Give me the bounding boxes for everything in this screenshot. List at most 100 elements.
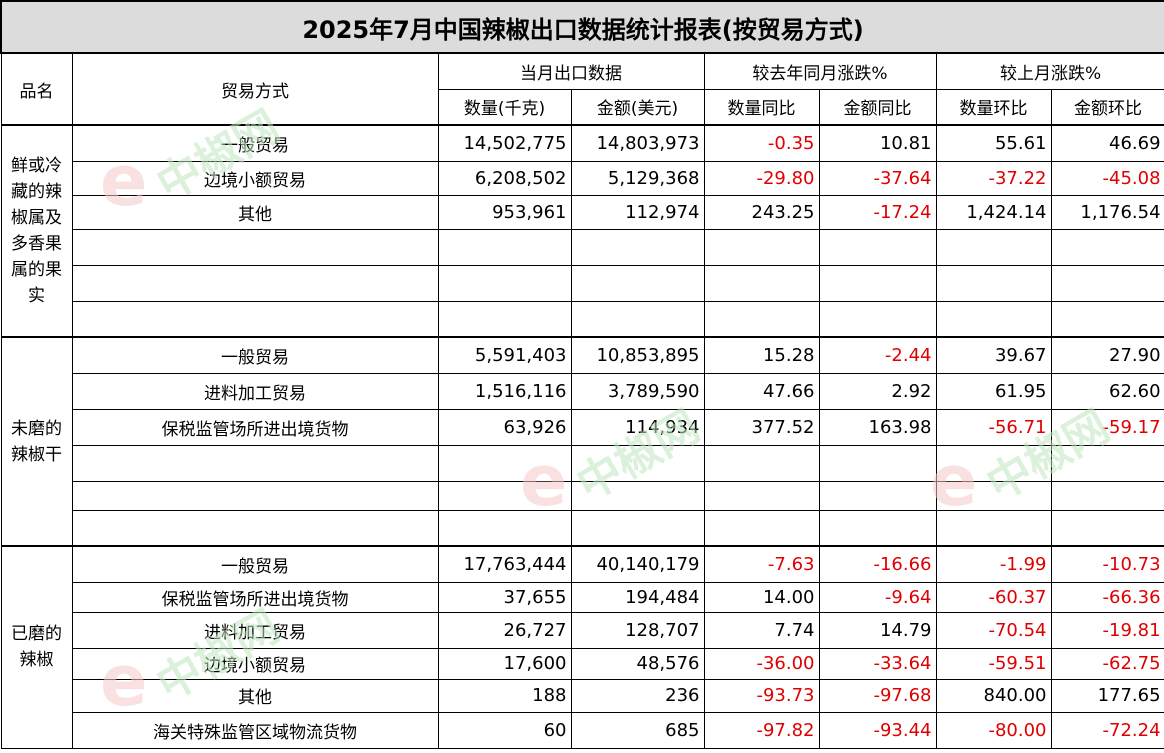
trade-mode-cell: 海关特殊监管区域物流货物 (71, 711, 439, 749)
amt-mom-cell: -19.81 (1050, 611, 1164, 649)
empty-row (1, 264, 1164, 302)
amt-mom-cell: 62.60 (1050, 372, 1164, 410)
amt-mom-cell: -59.17 (1050, 408, 1164, 446)
empty-cell (1050, 228, 1164, 266)
qty-cell: 188 (437, 678, 572, 713)
empty-cell (935, 300, 1052, 338)
empty-cell (703, 480, 820, 511)
qty-cell: 953,961 (437, 194, 572, 230)
amt-yoy-cell: 14.79 (818, 611, 937, 649)
table-row: 其他 953,961 112,974 243.25 -17.24 1,424.14 1,17… (1, 194, 1164, 230)
qty-cell: 6,208,502 (437, 160, 572, 196)
qty-yoy-cell: -29.80 (703, 160, 820, 196)
table-row: 未磨的辣椒干 一般贸易 5,591,403 10,853,895 15.28 -2.44 3… (0, 336, 1164, 547)
empty-cell (71, 264, 439, 302)
empty-cell (1050, 264, 1164, 302)
empty-cell (437, 509, 572, 547)
qty-yoy-cell: -36.00 (703, 647, 820, 680)
empty-cell (703, 264, 820, 302)
trade-mode-cell: 一般贸易 (71, 545, 439, 583)
amt-mom-cell: -62.75 (1050, 647, 1164, 680)
amount-cell: 112,974 (570, 194, 705, 230)
amount-cell: 40,140,179 (570, 545, 705, 583)
trade-mode-cell: 一般贸易 (71, 124, 439, 162)
product-name-cell: 已磨的辣椒 (0, 545, 73, 749)
amount-cell: 194,484 (570, 581, 705, 613)
header-amt-mom: 金额环比 (1050, 88, 1164, 126)
qty-cell: 14,502,775 (437, 124, 572, 162)
qty-cell: 60 (437, 711, 572, 749)
qty-yoy-cell: -0.35 (703, 124, 820, 162)
empty-cell (437, 444, 572, 482)
empty-cell (935, 228, 1052, 266)
empty-cell (71, 444, 439, 482)
table-row: 边境小额贸易 17,600 48,576 -36.00 -33.64 -59.51 -62.… (1, 647, 1164, 680)
qty-yoy-cell: -93.73 (703, 678, 820, 713)
trade-mode-cell: 边境小额贸易 (71, 160, 439, 196)
trade-mode-cell: 保税监管场所进出境货物 (71, 581, 439, 613)
empty-cell (437, 264, 572, 302)
amount-cell: 3,789,590 (570, 372, 705, 410)
amt-yoy-cell: -17.24 (818, 194, 937, 230)
amt-yoy-cell: -93.44 (818, 711, 937, 749)
table-row: 保税监管场所进出境货物 37,655 194,484 14.00 -9.64 -60.37… (1, 581, 1164, 613)
amt-mom-cell: 1,176.54 (1050, 194, 1164, 230)
empty-cell (703, 444, 820, 482)
empty-row (1, 228, 1164, 266)
table-row: 已磨的辣椒 一般贸易 17,763,444 40,140,179 -7.63 -16.66… (0, 545, 1164, 749)
empty-cell (818, 444, 937, 482)
amt-mom-cell: 46.69 (1050, 124, 1164, 162)
amt-yoy-cell: -9.64 (818, 581, 937, 613)
empty-cell (1050, 300, 1164, 338)
qty-cell: 5,591,403 (437, 336, 572, 374)
qty-mom-cell: 1,424.14 (935, 194, 1052, 230)
qty-mom-cell: 61.95 (935, 372, 1052, 410)
header-month-export: 当月出口数据 (437, 52, 705, 90)
qty-yoy-cell: 243.25 (703, 194, 820, 230)
qty-cell: 17,763,444 (437, 545, 572, 583)
empty-cell (437, 480, 572, 511)
amt-yoy-cell: 2.92 (818, 372, 937, 410)
qty-cell: 1,516,116 (437, 372, 572, 410)
amount-cell: 10,853,895 (570, 336, 705, 374)
empty-cell (818, 300, 937, 338)
qty-cell: 37,655 (437, 581, 572, 613)
trade-mode-cell: 其他 (71, 194, 439, 230)
qty-yoy-cell: -97.82 (703, 711, 820, 749)
empty-cell (1050, 444, 1164, 482)
amt-mom-cell: -66.36 (1050, 581, 1164, 613)
empty-cell (570, 300, 705, 338)
qty-cell: 63,926 (437, 408, 572, 446)
amt-mom-cell: -45.08 (1050, 160, 1164, 196)
empty-cell (570, 480, 705, 511)
qty-mom-cell: -1.99 (935, 545, 1052, 583)
empty-cell (703, 300, 820, 338)
qty-yoy-cell: 377.52 (703, 408, 820, 446)
empty-cell (1050, 480, 1164, 511)
qty-mom-cell: -80.00 (935, 711, 1052, 749)
empty-cell (570, 264, 705, 302)
header-qty: 数量(千克) (437, 88, 572, 126)
amount-cell: 5,129,368 (570, 160, 705, 196)
header-qty-yoy: 数量同比 (703, 88, 820, 126)
amount-cell: 48,576 (570, 647, 705, 680)
header-mom: 较上月涨跌% (935, 52, 1164, 90)
header-amount: 金额(美元) (570, 88, 705, 126)
table-row: 其他 188 236 -93.73 -97.68 840.00 177.65 (1, 678, 1164, 713)
qty-yoy-cell: 7.74 (703, 611, 820, 649)
empty-row (1, 509, 1164, 547)
header-product: 品名 (0, 52, 73, 126)
amt-mom-cell: -10.73 (1050, 545, 1164, 583)
amt-yoy-cell: -97.68 (818, 678, 937, 713)
empty-row (1, 444, 1164, 482)
empty-row (1, 480, 1164, 511)
table-row: 进料加工贸易 1,516,116 3,789,590 47.66 2.92 61.95 62… (1, 372, 1164, 410)
empty-cell (71, 480, 439, 511)
header-amt-yoy: 金额同比 (818, 88, 937, 126)
qty-mom-cell: 55.61 (935, 124, 1052, 162)
trade-mode-cell: 边境小额贸易 (71, 647, 439, 680)
empty-cell (703, 228, 820, 266)
trade-mode-cell: 进料加工贸易 (71, 611, 439, 649)
table-row: 海关特殊监管区域物流货物 60 685 -97.82 -93.44 -80.00 -72.2… (1, 711, 1164, 749)
